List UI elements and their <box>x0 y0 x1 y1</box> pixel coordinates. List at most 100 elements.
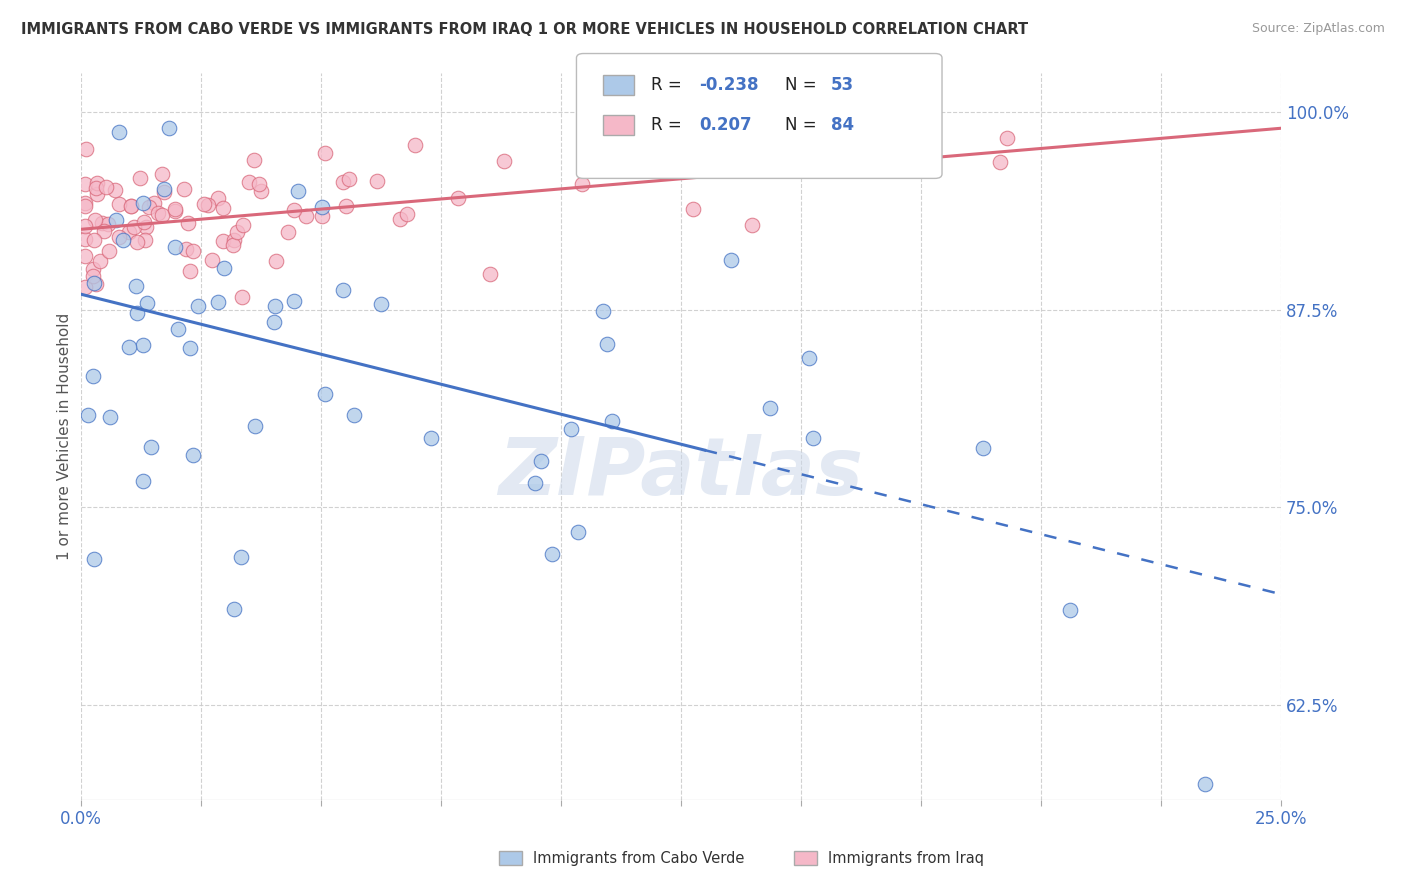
Point <box>600 413 623 427</box>
Point <box>530 454 553 468</box>
Point <box>283 293 305 308</box>
Point <box>108 197 131 211</box>
Point <box>153 185 176 199</box>
Point <box>143 196 166 211</box>
Point <box>207 295 229 310</box>
Point <box>247 177 270 191</box>
Point <box>243 153 266 168</box>
Point <box>853 153 876 168</box>
Point <box>86 176 108 190</box>
Point <box>104 183 127 197</box>
Point <box>212 234 235 248</box>
Point <box>370 297 392 311</box>
Point <box>277 225 299 239</box>
Point <box>222 602 245 616</box>
Point <box>108 230 131 244</box>
Point <box>98 410 121 425</box>
Point <box>132 338 155 352</box>
Point <box>83 551 105 566</box>
Point <box>222 233 245 247</box>
Y-axis label: 1 or more Vehicles in Household: 1 or more Vehicles in Household <box>58 312 72 560</box>
Point <box>93 224 115 238</box>
Point <box>201 253 224 268</box>
Point <box>314 145 336 160</box>
Point <box>758 401 780 416</box>
Point <box>596 337 619 351</box>
Point <box>118 225 141 239</box>
Point <box>82 262 104 277</box>
Point <box>801 431 824 445</box>
Point <box>83 213 105 227</box>
Point <box>335 199 357 213</box>
Text: -0.238: -0.238 <box>699 76 758 94</box>
Point <box>682 202 704 216</box>
Point <box>165 240 187 254</box>
Point <box>311 209 333 223</box>
Point <box>152 182 174 196</box>
Point <box>523 476 546 491</box>
Point <box>84 181 107 195</box>
Point <box>231 290 253 304</box>
Point <box>197 198 219 212</box>
Text: IMMIGRANTS FROM CABO VERDE VS IMMIGRANTS FROM IRAQ 1 OR MORE VEHICLES IN HOUSEHO: IMMIGRANTS FROM CABO VERDE VS IMMIGRANTS… <box>21 22 1028 37</box>
Point <box>75 195 97 210</box>
Point <box>127 306 149 320</box>
Text: Immigrants from Iraq: Immigrants from Iraq <box>828 851 984 865</box>
Point <box>165 202 187 216</box>
Point <box>250 184 273 198</box>
Point <box>366 174 388 188</box>
Point <box>229 549 252 564</box>
Point <box>128 171 150 186</box>
Point <box>139 441 162 455</box>
Point <box>136 296 159 310</box>
Text: 0.207: 0.207 <box>699 116 751 134</box>
Point <box>167 321 190 335</box>
Point <box>343 408 366 422</box>
Point <box>82 268 104 283</box>
Point <box>287 184 309 198</box>
Point <box>212 202 235 216</box>
Point <box>132 474 155 488</box>
Point <box>571 177 593 191</box>
Point <box>181 244 204 259</box>
Point <box>75 232 97 246</box>
Point <box>120 199 142 213</box>
Point <box>134 233 156 247</box>
Point <box>173 181 195 195</box>
Text: 84: 84 <box>831 116 853 134</box>
Point <box>163 203 186 218</box>
Point <box>75 142 97 156</box>
Point <box>125 279 148 293</box>
Point <box>238 175 260 189</box>
Point <box>89 253 111 268</box>
Point <box>91 216 114 230</box>
Point <box>311 200 333 214</box>
Point <box>176 216 198 230</box>
Point <box>388 212 411 227</box>
Text: N =: N = <box>785 116 821 134</box>
Point <box>314 386 336 401</box>
Point <box>150 167 173 181</box>
Point <box>174 242 197 256</box>
Point <box>187 299 209 313</box>
Point <box>75 177 97 191</box>
Point <box>295 210 318 224</box>
Point <box>105 213 128 227</box>
Point <box>150 208 173 222</box>
Point <box>77 408 100 422</box>
Point <box>799 351 821 365</box>
Point <box>86 186 108 201</box>
Text: Source: ZipAtlas.com: Source: ZipAtlas.com <box>1251 22 1385 36</box>
Point <box>112 233 135 247</box>
Point <box>118 340 141 354</box>
Point <box>214 260 236 275</box>
Point <box>83 276 105 290</box>
Point <box>396 207 419 221</box>
Point <box>741 218 763 232</box>
Point <box>222 238 245 252</box>
Point <box>207 191 229 205</box>
Point <box>107 125 129 139</box>
Point <box>337 172 360 186</box>
Point <box>560 422 582 436</box>
Point <box>263 299 285 313</box>
